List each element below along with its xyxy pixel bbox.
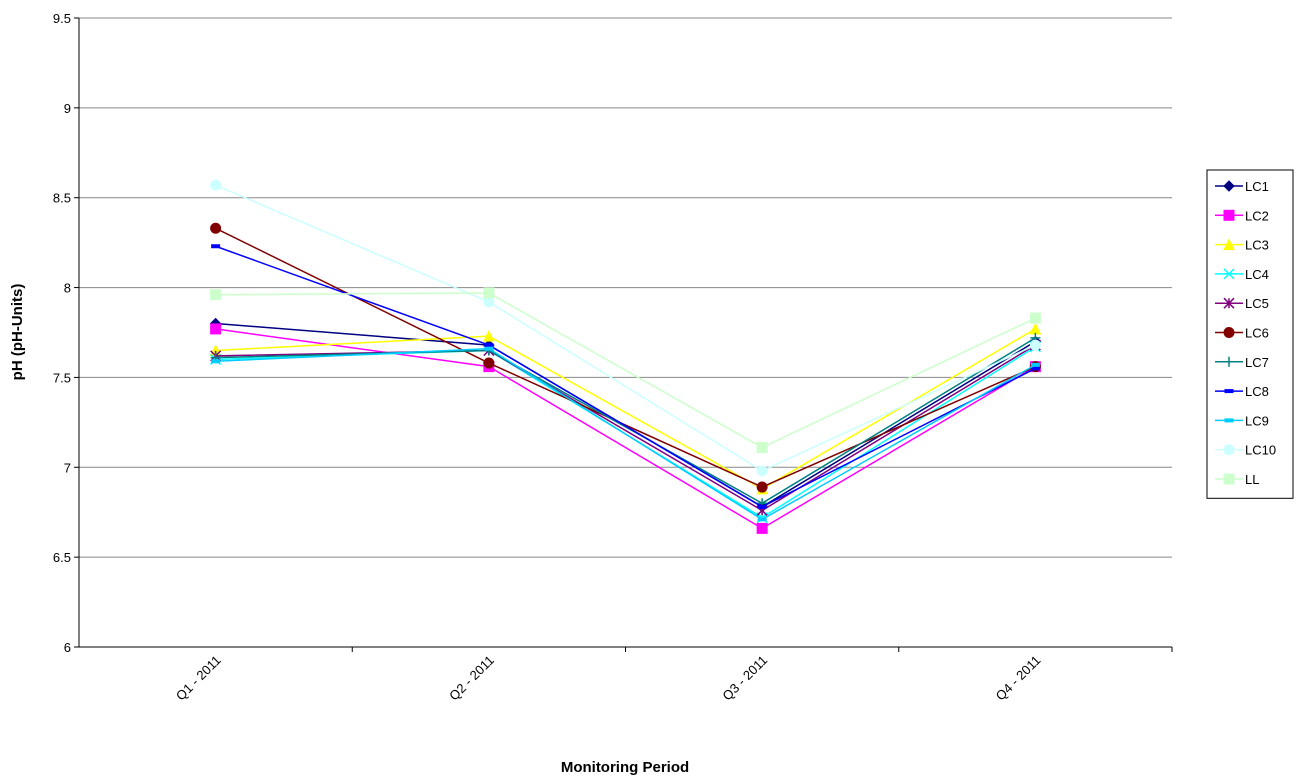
y-tick-label: 9.5 — [53, 11, 71, 26]
legend-label: LC9 — [1245, 413, 1269, 428]
marker — [484, 346, 494, 351]
marker — [1223, 238, 1235, 251]
legend-label: LC2 — [1245, 208, 1269, 223]
marker — [756, 481, 768, 493]
marker — [1223, 473, 1235, 485]
y-tick-label: 9 — [64, 101, 71, 116]
marker — [757, 517, 767, 522]
legend-label: LC1 — [1245, 179, 1269, 194]
marker — [483, 287, 495, 299]
series — [209, 322, 1042, 495]
y-tick-label: 7.5 — [53, 370, 71, 385]
marker — [757, 504, 767, 509]
marker — [211, 244, 221, 249]
series-line — [215, 292, 1036, 449]
legend-label: LC10 — [1245, 443, 1276, 458]
marker — [210, 179, 222, 191]
series-line — [215, 347, 1036, 521]
y-axis-title: pH (pH-Units) — [9, 284, 26, 381]
y-tick-label: 6 — [64, 640, 71, 655]
legend-box — [1206, 169, 1294, 499]
marker — [1030, 362, 1040, 367]
legend-label: LC5 — [1245, 296, 1269, 311]
marker — [1223, 268, 1235, 280]
series-line — [215, 245, 1036, 508]
marker — [756, 442, 768, 454]
marker — [483, 357, 495, 369]
marker — [1029, 339, 1041, 351]
marker — [756, 465, 768, 477]
x-tick-label: Q2 - 2011 — [446, 653, 497, 704]
series — [210, 287, 1041, 454]
x-tick-label: Q1 - 2011 — [173, 653, 224, 704]
legend-label: LC7 — [1245, 355, 1269, 370]
series-line — [215, 344, 1036, 512]
marker — [1223, 444, 1235, 456]
series — [209, 317, 1042, 513]
marker — [483, 329, 495, 342]
y-tick-label: 7 — [64, 460, 71, 475]
x-tick-label: Q3 - 2011 — [719, 653, 770, 704]
marker — [1224, 389, 1234, 394]
y-tick-label: 6.5 — [53, 550, 71, 565]
series-line — [215, 328, 1036, 530]
legend-label: LC4 — [1245, 267, 1269, 282]
legend-label: LC3 — [1245, 238, 1269, 253]
marker — [210, 222, 222, 234]
marker — [1223, 180, 1235, 192]
marker — [1029, 312, 1041, 324]
legend-label: LL — [1245, 472, 1259, 487]
series — [210, 222, 1041, 493]
marker — [484, 343, 494, 348]
marker — [210, 289, 222, 301]
marker — [756, 522, 768, 534]
marker — [1029, 322, 1042, 335]
x-axis-title: Monitoring Period — [561, 759, 689, 776]
y-tick-label: 8 — [64, 281, 71, 296]
legend-label: LC6 — [1245, 326, 1269, 341]
marker — [1030, 366, 1040, 371]
y-tick-label: 8.5 — [53, 191, 71, 206]
series-line — [215, 328, 1036, 490]
marker — [1224, 356, 1234, 367]
series — [211, 244, 1040, 509]
series — [210, 332, 1041, 509]
marker — [1224, 418, 1234, 423]
series — [210, 179, 1041, 477]
series-line — [215, 337, 1036, 505]
series-line — [215, 184, 1036, 472]
series-line — [215, 346, 1036, 519]
series — [210, 339, 1041, 516]
legend-label: LC8 — [1245, 384, 1269, 399]
marker — [1223, 327, 1235, 338]
marker — [1223, 297, 1235, 309]
marker — [1223, 209, 1235, 221]
series — [211, 346, 1040, 522]
x-tick-label: Q4 - 2011 — [993, 653, 1044, 704]
marker — [211, 359, 221, 364]
marker — [210, 323, 222, 335]
series-line — [215, 322, 1036, 508]
